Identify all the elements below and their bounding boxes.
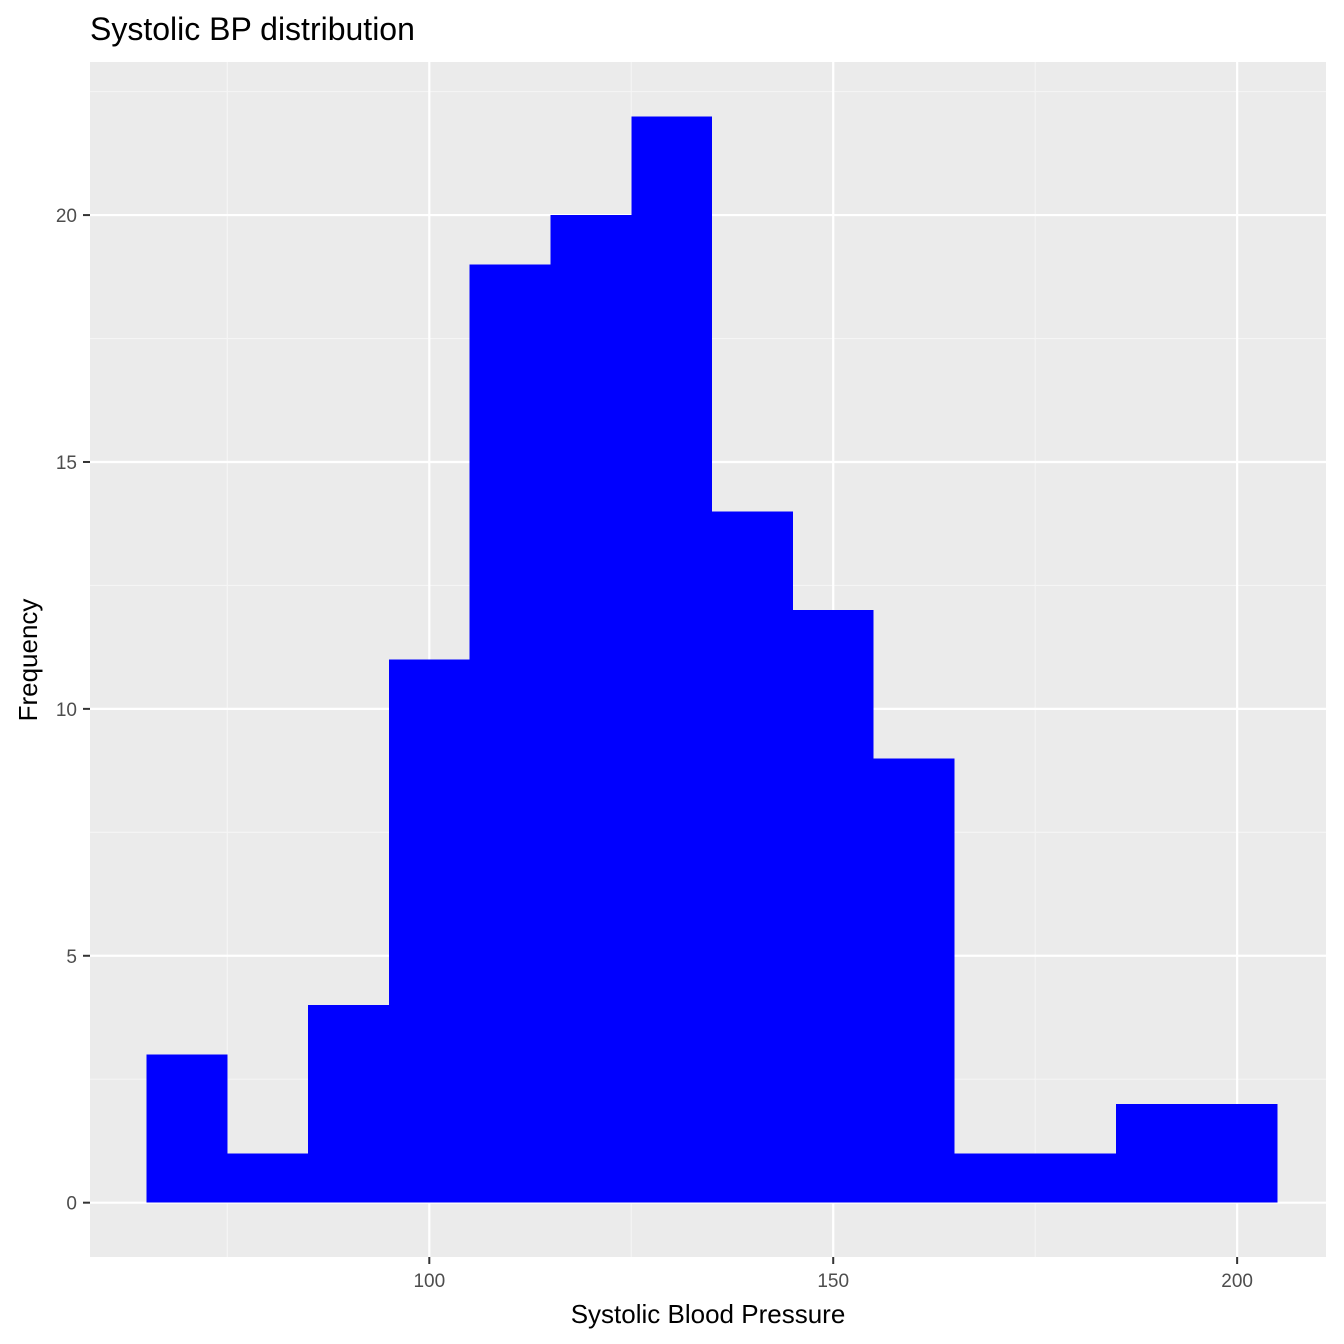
y-tick-label: 0 — [66, 1194, 77, 1215]
histogram-bar — [308, 1005, 389, 1203]
histogram-bar — [712, 511, 793, 1203]
x-axis-title: Systolic Blood Pressure — [571, 1299, 846, 1329]
histogram-bar — [1115, 1103, 1197, 1203]
histogram-bar — [550, 215, 632, 1203]
histogram-bars — [146, 116, 1278, 1203]
histogram-bar — [631, 116, 713, 1203]
y-tick-label: 10 — [56, 700, 77, 721]
y-tick-label: 15 — [56, 453, 77, 474]
histogram-bar — [227, 1153, 309, 1203]
histogram-bar — [873, 758, 955, 1203]
x-tick-label: 150 — [817, 1271, 849, 1292]
y-tick-label: 20 — [56, 206, 77, 227]
chart-title: Systolic BP distribution — [90, 11, 415, 47]
histogram-bar — [1035, 1153, 1116, 1203]
histogram-bar — [146, 1054, 228, 1203]
y-axis-ticks: 0 5 10 15 20 — [56, 206, 90, 1215]
x-axis-ticks: 100 150 200 — [413, 1257, 1253, 1292]
x-tick-label: 100 — [413, 1271, 445, 1292]
x-tick-label: 200 — [1221, 1271, 1253, 1292]
y-axis-title: Frequency — [13, 599, 43, 722]
histogram-bar — [469, 264, 551, 1203]
histogram-bar — [1196, 1103, 1278, 1203]
histogram-bar — [792, 610, 874, 1203]
histogram-bar — [388, 659, 470, 1203]
y-tick-label: 5 — [66, 947, 77, 968]
histogram-bar — [954, 1153, 1036, 1203]
